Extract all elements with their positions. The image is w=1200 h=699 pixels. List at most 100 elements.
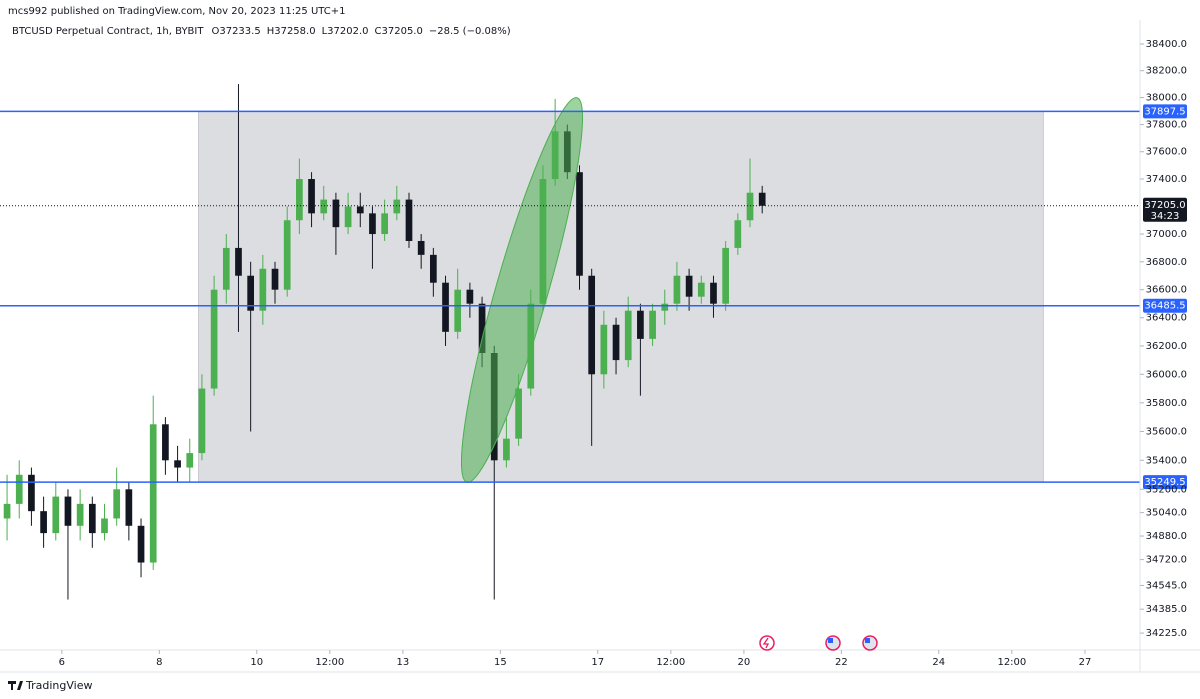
plot-area — [3, 84, 1044, 600]
x-tick-label: 24 — [932, 657, 945, 668]
countdown-label: 34:23 — [1151, 211, 1180, 222]
candle-body — [405, 199, 413, 241]
published-line: mcs992 published on TradingView.com, Nov… — [8, 6, 346, 17]
candle-body — [710, 282, 717, 304]
candle-body — [186, 453, 194, 468]
y-tick-label: 37400.0 — [1146, 174, 1187, 185]
candle-body — [478, 303, 486, 354]
candle-body — [259, 268, 267, 311]
x-tick-label: 12:00 — [997, 657, 1026, 668]
level-tag — [1143, 298, 1187, 313]
ohlc-status: C37205.0 — [375, 26, 423, 37]
candle-body — [283, 220, 291, 290]
y-tick-label: 37600.0 — [1146, 147, 1187, 158]
flag-part — [828, 638, 833, 643]
candle-body — [429, 254, 437, 283]
candle-body — [247, 275, 255, 311]
y-tick-label: 36800.0 — [1146, 257, 1187, 268]
candle-body — [588, 275, 596, 375]
candle-body — [296, 179, 303, 221]
x-tick-label: 17 — [591, 657, 604, 668]
level-tag — [1143, 475, 1187, 490]
y-tick-label: 36200.0 — [1146, 341, 1187, 352]
candle-body — [746, 192, 754, 221]
candle-body — [308, 179, 315, 214]
chart-title: BTCUSD Perpetual Contract, 1h, BYBIT — [12, 26, 204, 37]
event-icons — [759, 635, 878, 651]
brand-logo — [8, 681, 23, 690]
y-tick-label: 36400.0 — [1146, 313, 1187, 324]
candle-body — [125, 489, 133, 526]
candle-body — [149, 424, 157, 563]
x-tick-label: 20 — [738, 657, 751, 668]
y-tick-label: 34545.0 — [1146, 580, 1187, 591]
y-tick-label: 35600.0 — [1146, 426, 1187, 437]
candle-body — [369, 213, 376, 235]
candle-body — [503, 438, 510, 461]
y-tick-label: 38200.0 — [1146, 66, 1187, 77]
x-tick-label: 10 — [250, 657, 263, 668]
y-tick-label: 37800.0 — [1146, 120, 1187, 131]
candle-body — [320, 199, 328, 214]
y-tick-label: 35200.0 — [1146, 484, 1187, 495]
candle-body — [758, 192, 766, 206]
candle-body — [393, 199, 401, 214]
y-tick-label: 34225.0 — [1146, 628, 1187, 639]
last-price-label: 37205.0 — [1144, 200, 1185, 211]
candle-body — [52, 496, 60, 534]
candle-body — [28, 474, 35, 512]
y-tick-label: 38000.0 — [1146, 93, 1187, 104]
candle-body — [76, 503, 84, 526]
x-tick-label: 27 — [1079, 657, 1092, 668]
y-tick-label: 35400.0 — [1146, 455, 1187, 466]
candle-body — [40, 511, 47, 534]
level-tag — [1143, 104, 1187, 119]
y-tick-label: 38400.0 — [1146, 39, 1187, 50]
x-tick-label: 22 — [835, 657, 848, 668]
candle-body — [685, 275, 693, 297]
candle-body — [198, 388, 206, 454]
candle-body — [381, 213, 388, 235]
candle-body — [113, 489, 121, 519]
ohlc-status: H37258.0 — [267, 26, 316, 37]
candle-body — [466, 289, 474, 304]
flag-part — [865, 638, 870, 643]
y-tick-label: 34880.0 — [1146, 531, 1187, 542]
candle-body — [88, 503, 96, 534]
y-tick-label: 35040.0 — [1146, 508, 1187, 519]
event-icon-bolt — [762, 637, 770, 649]
candle-body — [3, 503, 11, 519]
candle-body — [442, 282, 449, 332]
y-tick-label: 35800.0 — [1146, 398, 1187, 409]
candle-body — [576, 172, 583, 276]
x-tick-label: 6 — [59, 657, 65, 668]
ohlc-status: L37202.0 — [322, 26, 369, 37]
candle-body — [417, 240, 425, 255]
candle-body — [454, 289, 462, 332]
x-tick-label: 15 — [494, 657, 507, 668]
candle-body — [697, 282, 705, 297]
candle-body — [673, 275, 681, 304]
candle-body — [344, 206, 352, 228]
candle-body — [271, 268, 279, 290]
level-label: 37897.5 — [1144, 106, 1185, 117]
candle-body — [101, 518, 108, 534]
level-label: 35249.5 — [1144, 477, 1185, 488]
y-tick-label: 34720.0 — [1146, 555, 1187, 566]
y-tick-label: 36600.0 — [1146, 285, 1187, 296]
brand-name: TradingView — [25, 679, 92, 692]
range-zone — [198, 111, 1044, 483]
candle-body — [734, 220, 742, 248]
event-icon[interactable] — [759, 635, 775, 651]
y-tick-label: 37000.0 — [1146, 229, 1187, 240]
x-tick-label: 8 — [156, 657, 162, 668]
candle-body — [162, 424, 169, 461]
candle-body — [600, 324, 608, 375]
candle-body — [624, 310, 632, 361]
candle-body — [649, 310, 656, 339]
x-tick-label: 12:00 — [315, 657, 344, 668]
overlay: 37205.034:23 37897.5 36485.5 35249.5 — [0, 104, 1187, 490]
y-tick-label: 34385.0 — [1146, 604, 1187, 615]
candle-body — [235, 247, 242, 276]
